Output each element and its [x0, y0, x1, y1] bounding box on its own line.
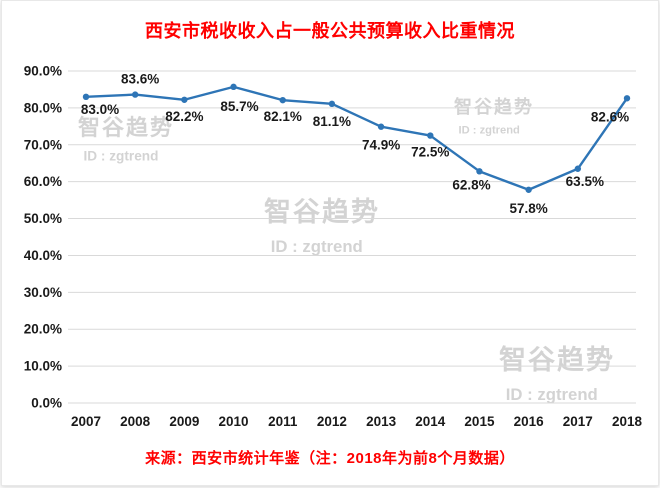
data-point — [427, 132, 434, 139]
source-note: 来源：西安市统计年鉴（注：2018年为前8个月数据） — [145, 450, 515, 467]
y-axis-label: 50.0% — [24, 211, 62, 226]
x-axis-label: 2007 — [71, 414, 101, 429]
data-label: 82.1% — [264, 109, 302, 124]
watermark-text: 智谷趋势 — [78, 115, 174, 140]
data-label: 74.9% — [362, 138, 400, 153]
y-axis-label: 0.0% — [31, 396, 62, 411]
data-label: 82.6% — [591, 109, 629, 124]
data-point — [574, 165, 582, 172]
data-point — [525, 186, 532, 193]
y-axis-label: 10.0% — [24, 359, 62, 374]
y-axis-label: 70.0% — [24, 137, 62, 152]
x-axis-label: 2014 — [415, 414, 446, 429]
y-axis-label: 80.0% — [24, 100, 62, 115]
data-label: 72.5% — [411, 145, 449, 160]
data-point — [328, 100, 336, 108]
watermark-id-text: ID : zgtrend — [84, 148, 159, 163]
data-point — [82, 93, 90, 101]
y-axis-label: 20.0% — [24, 322, 62, 337]
x-axis-label: 2015 — [464, 414, 495, 429]
data-label: 81.1% — [313, 114, 351, 129]
x-axis-label: 2012 — [317, 414, 347, 429]
data-label: 83.0% — [81, 102, 119, 117]
x-axis-label: 2016 — [514, 414, 545, 429]
watermark-text: 智谷趋势 — [264, 197, 380, 227]
watermark-id-text: ID : zgtrend — [506, 385, 598, 404]
x-axis-label: 2009 — [169, 414, 199, 429]
data-label: 62.8% — [452, 177, 490, 192]
data-label: 57.8% — [509, 201, 547, 216]
watermark-text: 智谷趋势 — [499, 345, 615, 375]
x-axis-label: 2017 — [563, 414, 593, 429]
data-point — [230, 83, 237, 91]
data-label: 63.5% — [566, 174, 604, 189]
data-point — [623, 95, 631, 102]
y-axis-label: 90.0% — [24, 64, 62, 79]
watermark-text: 智谷趋势 — [454, 96, 534, 117]
line-chart: 智谷趋势 ID : zgtrend 智谷趋势 ID : zgtrend 智谷趋势 ID :… — [24, 64, 643, 430]
x-axis-label: 2013 — [366, 414, 397, 429]
x-axis-label: 2008 — [120, 414, 151, 429]
chart-area: 智谷趋势 ID : zgtrend 智谷趋势 ID : zgtrend 智谷趋势 ID :… — [2, 49, 658, 441]
data-label: 85.7% — [220, 99, 258, 114]
data-line — [84, 85, 629, 191]
y-axis-label: 30.0% — [24, 285, 62, 300]
data-point — [377, 123, 385, 130]
data-label: 83.6% — [121, 72, 159, 87]
data-point — [181, 96, 188, 103]
x-axis-label: 2018 — [612, 414, 643, 429]
watermark-id-text: ID : zgtrend — [459, 125, 521, 137]
x-axis-label: 2011 — [268, 414, 298, 429]
data-point — [131, 91, 139, 98]
chart-title: 西安市税收收入占一般公共预算收入比重情况 — [145, 21, 515, 41]
x-axis-label: 2010 — [219, 414, 249, 429]
y-axis-label: 40.0% — [24, 248, 62, 263]
data-point — [279, 96, 286, 104]
data-point — [476, 168, 483, 175]
data-label: 82.2% — [165, 109, 203, 124]
y-axis-label: 60.0% — [24, 174, 62, 189]
watermark-id-text: ID : zgtrend — [271, 237, 363, 256]
